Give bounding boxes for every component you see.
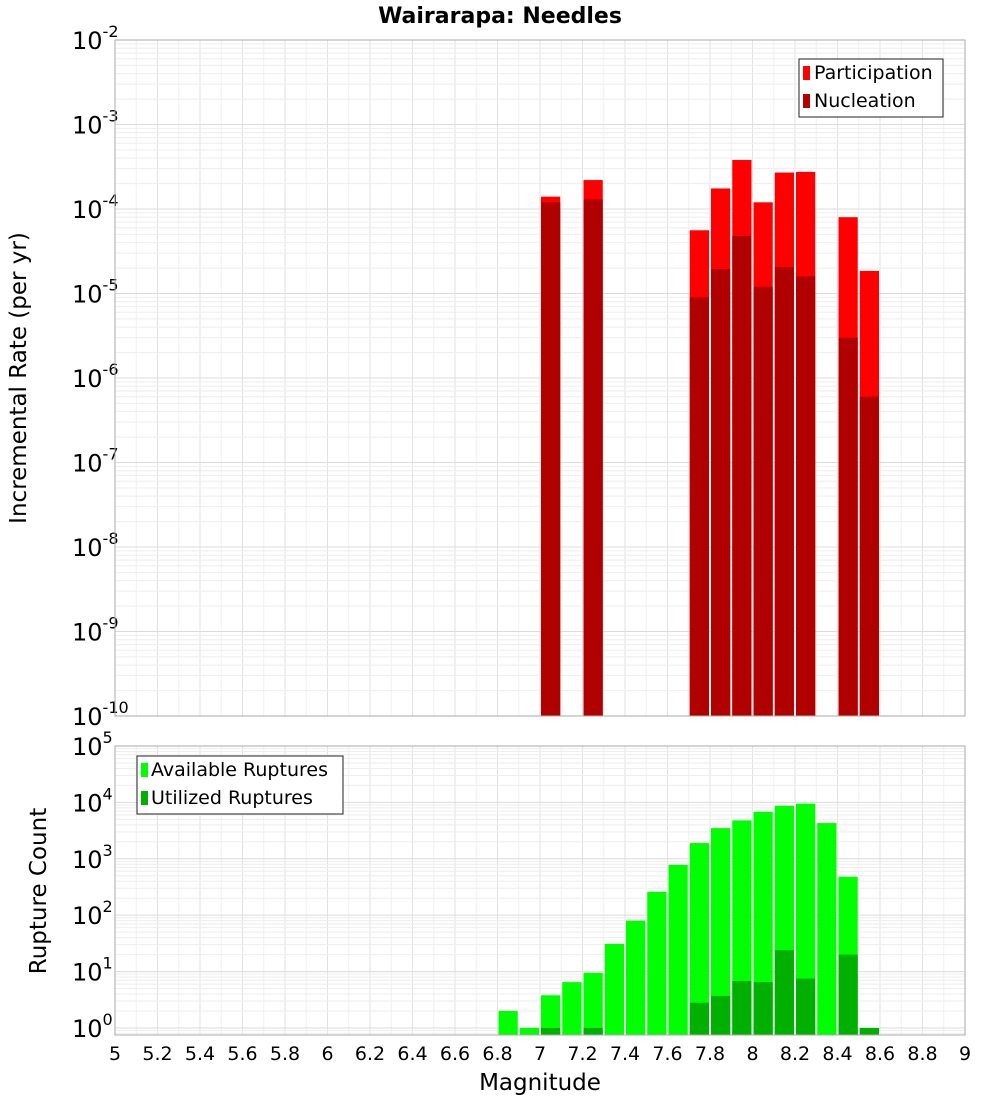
x-tick-label: 7.8 (695, 1043, 725, 1065)
bottom-bar-utilized-ruptures (838, 954, 858, 1035)
y-tick-label: 100 (72, 1010, 113, 1043)
x-tick-label: 5.6 (227, 1043, 257, 1065)
y-tick-label: 10-3 (72, 107, 119, 140)
x-tick-label: 5.2 (142, 1043, 172, 1065)
y-tick-label: 103 (72, 841, 113, 874)
legend-label-utilized: Utilized Ruptures (151, 787, 313, 809)
bottom-bar-available-ruptures (796, 803, 816, 1035)
x-tick-label: 8 (746, 1043, 758, 1065)
top-bar-nucleation (753, 286, 773, 716)
x-tick-labels: 5 5.2 5.4 5.6 5.8 6 6.2 6.4 6.6 6.8 7 7.2 7.4 7.6 7.8 8… (109, 1043, 971, 1065)
top-bar-nucleation (541, 202, 561, 716)
x-tick-label: 7 (534, 1043, 546, 1065)
bottom-bar-utilized-ruptures (774, 950, 794, 1035)
bottom-bar-utilized-ruptures (796, 978, 816, 1035)
top-bar-nucleation (583, 199, 603, 717)
bottom-bar-utilized-ruptures (753, 982, 773, 1035)
bottom-bar-available-ruptures (583, 972, 603, 1035)
top-y-axis-label: Incremental Rate (per yr) (6, 232, 32, 524)
bottom-bar-available-ruptures (498, 1010, 518, 1035)
top-bar-nucleation (689, 297, 709, 716)
top-bar-nucleation (711, 268, 731, 716)
bottom-bar-available-ruptures (753, 811, 773, 1035)
top-bar-nucleation (859, 396, 879, 716)
x-tick-label: 5.4 (185, 1043, 215, 1065)
legend-label-participation: Participation (814, 62, 933, 84)
x-tick-label: 6.8 (482, 1043, 512, 1065)
y-tick-label: 102 (72, 897, 113, 930)
bottom-bar-utilized-ruptures (859, 1027, 879, 1035)
legend-swatch-participation (803, 66, 810, 80)
chart-title: Wairarapa: Needles (378, 4, 622, 29)
bottom-bars (498, 803, 879, 1035)
y-tick-label: 10-5 (72, 276, 119, 309)
bottom-bar-utilized-ruptures (583, 1027, 603, 1035)
top-panel: 10-2 10-3 10-4 10-5 10-6 10-7 10-8 10-9 10-10 In… (6, 22, 966, 731)
top-bars (541, 160, 879, 717)
y-tick-label: 104 (72, 784, 113, 817)
top-bar-nucleation (838, 337, 858, 716)
bottom-bar-available-ruptures (626, 920, 646, 1035)
top-bar-nucleation (774, 267, 794, 716)
bottom-bar-available-ruptures (711, 828, 731, 1035)
x-tick-label: 7.6 (652, 1043, 682, 1065)
bottom-y-tick-labels: 105 104 103 102 101 100 (72, 728, 113, 1043)
bottom-panel: 105 104 103 102 101 100 5 5.2 5.4 5.6 5.8 6 6.2 6.4 6… (26, 728, 971, 1096)
x-tick-label: 8.4 (822, 1043, 852, 1065)
legend-swatch-nucleation (803, 94, 810, 108)
y-tick-label: 101 (72, 954, 113, 987)
x-tick-label: 9 (959, 1043, 971, 1065)
y-tick-label: 10-2 (72, 22, 119, 55)
bottom-bar-available-ruptures (562, 982, 582, 1035)
y-tick-label: 105 (72, 728, 113, 761)
x-axis-label: Magnitude (479, 1070, 601, 1096)
x-tick-label: 5.8 (270, 1043, 300, 1065)
x-tick-label: 6.4 (397, 1043, 427, 1065)
x-tick-label: 6 (321, 1043, 333, 1065)
x-tick-label: 5 (109, 1043, 121, 1065)
top-legend: Participation Nucleation (798, 58, 944, 118)
x-tick-label: 6.2 (355, 1043, 385, 1065)
bottom-bar-utilized-ruptures (541, 1027, 561, 1035)
x-tick-label: 8.6 (865, 1043, 895, 1065)
bottom-bar-utilized-ruptures (711, 995, 731, 1035)
legend-swatch-available (141, 763, 148, 777)
x-tick-label: 8.2 (780, 1043, 810, 1065)
bottom-bar-available-ruptures (541, 995, 561, 1035)
legend-swatch-utilized (141, 791, 148, 805)
y-tick-label: 10-6 (72, 360, 119, 393)
bottom-bar-available-ruptures (817, 823, 837, 1035)
y-tick-label: 10-8 (72, 529, 119, 562)
top-gridlines (114, 40, 966, 717)
x-tick-label: 6.6 (440, 1043, 470, 1065)
bottom-bar-available-ruptures (689, 843, 709, 1035)
bottom-bar-utilized-ruptures (732, 981, 752, 1035)
y-tick-label: 10-7 (72, 445, 119, 478)
bottom-bar-available-ruptures (604, 943, 624, 1035)
legend-label-available: Available Ruptures (151, 759, 328, 781)
y-tick-label: 10-10 (72, 698, 129, 731)
x-tick-label: 7.4 (610, 1043, 640, 1065)
top-bar-nucleation (796, 276, 816, 716)
bottom-bar-available-ruptures (668, 864, 688, 1035)
legend-label-nucleation: Nucleation (814, 90, 916, 112)
y-tick-label: 10-4 (72, 191, 119, 224)
y-tick-label: 10-9 (72, 614, 119, 647)
bottom-legend: Available Ruptures Utilized Ruptures (136, 755, 344, 815)
x-tick-label: 8.8 (907, 1043, 937, 1065)
bottom-bar-available-ruptures (519, 1027, 539, 1035)
bottom-bar-available-ruptures (647, 891, 667, 1035)
x-tick-label: 7.2 (567, 1043, 597, 1065)
bottom-bar-utilized-ruptures (689, 1002, 709, 1035)
bottom-y-axis-label: Rupture Count (26, 808, 52, 974)
top-bar-nucleation (732, 235, 752, 716)
